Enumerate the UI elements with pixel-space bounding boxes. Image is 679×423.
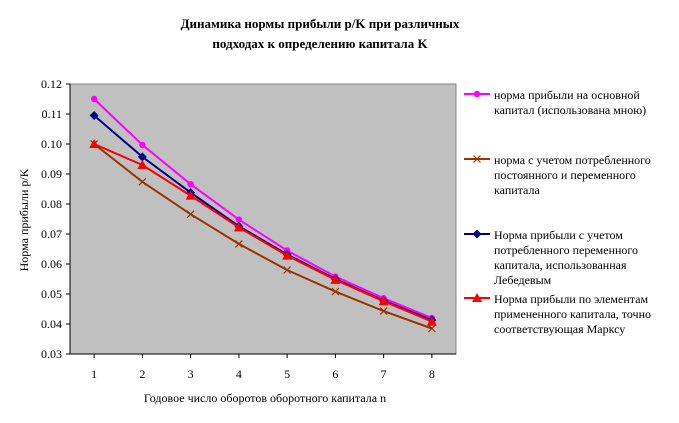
- y-tick-label: 0.12: [41, 77, 62, 91]
- y-tick-label: 0.11: [41, 107, 62, 121]
- series-2-point: [331, 287, 340, 296]
- legend-label: Лебедевым: [494, 273, 552, 287]
- series-1-point: [90, 95, 98, 103]
- chart-title-line1: Динамика нормы прибыли p/K при различных: [181, 16, 460, 31]
- series-4-point: [137, 160, 148, 169]
- x-tick-label: 6: [332, 367, 338, 381]
- x-tick-label: 7: [381, 367, 387, 381]
- legend-label: Норма прибыли с учетом: [494, 228, 623, 242]
- plot-area: [69, 83, 457, 355]
- y-axis-label: Норма прибыли p/K: [17, 168, 31, 271]
- series-4-line: [93, 143, 433, 323]
- x-axis-ticks: 1 2 3 4 5 6 7 8: [91, 354, 435, 381]
- y-axis-ticks: 0.03 0.04 0.05 0.06 0.07 0.08 0.09 0.10 0.11 0.12: [41, 77, 70, 361]
- legend-label: норма с учетом потребленного: [494, 153, 651, 167]
- series-layer: [89, 95, 437, 333]
- series-4-point: [378, 296, 389, 306]
- legend-swatch-marker: [472, 229, 482, 239]
- legend-label: Норма прибыли по элементам: [494, 292, 648, 306]
- series-4-point: [426, 316, 437, 326]
- series-2-point: [138, 177, 147, 186]
- legend-label: потребленного переменного: [494, 243, 638, 257]
- y-tick-label: 0.10: [41, 137, 62, 151]
- series-4: [89, 139, 437, 326]
- x-axis-label: Годовое число оборотов оборотного капита…: [144, 391, 386, 405]
- legend-swatch-marker: [473, 155, 481, 163]
- series-2-line: [93, 143, 433, 330]
- series-2: [90, 140, 436, 333]
- series-4-point: [89, 139, 100, 148]
- x-tick-label: 3: [188, 367, 194, 381]
- x-tick-label: 2: [139, 367, 145, 381]
- series-2-point: [283, 266, 292, 274]
- series-3-point: [89, 111, 99, 120]
- y-tick-label: 0.09: [41, 167, 62, 181]
- legend-item-2: норма с учетом потребленногопостоянного …: [464, 153, 651, 197]
- series-4-point: [233, 222, 244, 232]
- y-tick-label: 0.07: [41, 227, 62, 241]
- series-1-point: [235, 216, 243, 223]
- x-tick-label: 5: [284, 367, 290, 381]
- legend-label: норма прибыли на основной: [494, 88, 640, 102]
- series-2-point: [234, 239, 243, 248]
- y-tick-label: 0.05: [41, 287, 62, 301]
- chart-title-line2: подходах к определению капитала K: [212, 36, 428, 51]
- y-tick-label: 0.03: [41, 347, 62, 361]
- series-3-point: [137, 152, 147, 162]
- x-tick-label: 8: [429, 367, 435, 381]
- legend-label: капитала, использованная: [494, 258, 627, 272]
- series-1-point: [187, 181, 194, 188]
- series-2-point: [186, 210, 195, 219]
- series-4-point: [185, 190, 196, 200]
- series-2-point: [427, 324, 436, 333]
- series-2-point: [379, 307, 388, 316]
- legend-label: капитала: [494, 183, 540, 197]
- legend-swatch-marker: [472, 293, 482, 302]
- legend-swatch-marker: [473, 90, 481, 98]
- y-tick-label: 0.06: [41, 257, 62, 271]
- series-1-line: [93, 98, 433, 319]
- legend-label: постоянного и переменного: [494, 168, 636, 182]
- x-tick-label: 1: [91, 367, 97, 381]
- y-tick-label: 0.08: [41, 197, 62, 211]
- legend-label: примененного капитала, точно: [494, 307, 651, 321]
- legend-label: соответствующая Марксу: [494, 322, 625, 336]
- x-tick-label: 4: [236, 367, 242, 381]
- series-1-point: [139, 141, 146, 149]
- legend-label: капитал (использована мною): [494, 103, 646, 117]
- series-4-point: [330, 274, 341, 284]
- series-4-point: [282, 250, 293, 260]
- y-tick-label: 0.04: [41, 317, 62, 331]
